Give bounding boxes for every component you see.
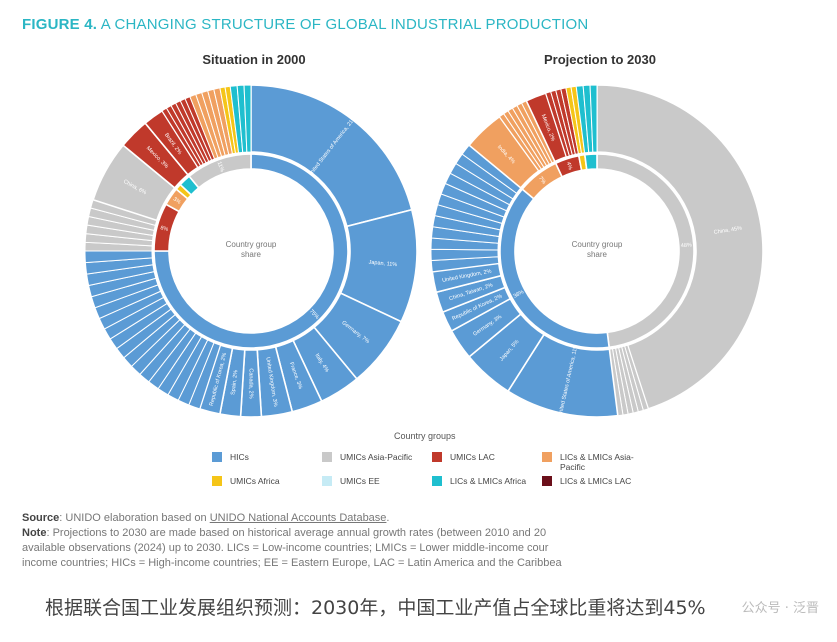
watermark: 公众号 · 泛晋: [741, 601, 819, 616]
chart-title-2000: Situation in 2000: [202, 52, 306, 67]
source-line: Source: UNIDO elaboration based on UNIDO…: [22, 511, 782, 526]
note-label: Note: [22, 527, 47, 539]
legend-label-umics_ap: UMICs Asia-Pacific: [340, 452, 413, 462]
note-text: : Projections to 2030 are made based on …: [46, 527, 547, 539]
source-link[interactable]: UNIDO National Accounts Database: [209, 512, 387, 524]
chart1-outer-slice-umics-asia-pacific-0: [596, 84, 764, 410]
chart0-center-label-1: share: [241, 250, 262, 259]
legend-swatch-lics_ap: [542, 452, 552, 462]
notes: Source: UNIDO elaboration based on UNIDO…: [22, 511, 782, 571]
chart1-inner-slice-lics-lmics-africa-5: [583, 153, 598, 171]
source-end: .: [386, 512, 390, 524]
note-line-3: income countries; HICs = High-income cou…: [22, 557, 562, 569]
legend-swatch-umics_lac: [432, 452, 442, 462]
chart1-center-label-1: share: [587, 250, 608, 259]
source-label: Source: [22, 512, 60, 524]
chart0-inner-label-5: 11%: [216, 161, 225, 173]
chart1-outer-label-0: China, 45%: [713, 226, 742, 236]
caption: 根据联合国工业发展组织预测：2030年，中国工业产值占全球比重将达到45%: [45, 597, 706, 619]
chart1-inner-label-1: 38%: [513, 289, 526, 300]
legend-item-lics_ap: LICs & LMICs Asia-Pacific: [542, 452, 652, 472]
legend-swatch-hics: [212, 452, 222, 462]
source-text: : UNIDO elaboration based on: [59, 512, 210, 524]
legend-item-umics_ee: UMICs EE: [322, 476, 432, 486]
legend-label-lics_africa: LICs & LMICs Africa: [450, 476, 527, 486]
chart0-inner-label-1: 8%: [160, 225, 169, 233]
legend-item-lics_lac: LICs & LMICs LAC: [542, 476, 652, 486]
chart0-outer-label-1: Japan, 11%: [368, 260, 397, 269]
chart0-outer-label-6: Canada, 2%: [248, 368, 254, 398]
legend-label-lics_ap: LICs & LMICs Asia-Pacific: [560, 452, 634, 472]
chart0-outer-slice-lics-lmics-africa-17-2: [243, 84, 252, 153]
figure-title: FIGURE 4. A CHANGING STRUCTURE OF GLOBAL…: [22, 16, 588, 33]
chart1-outer-slice-lics-lmics-africa-14-2: [589, 84, 598, 153]
legend-label-umics_africa: UMICs Africa: [230, 476, 280, 486]
note-line-2: available observations (2024) up to 2030…: [22, 542, 549, 554]
note-line: Note: Projections to 2030 are made based…: [22, 526, 782, 541]
legend-item-hics: HICs: [212, 452, 322, 462]
legend-item-lics_africa: LICs & LMICs Africa: [432, 476, 542, 486]
chart0-outer-label-7: Spain, 2%: [230, 370, 239, 396]
legend-swatch-umics_africa: [212, 476, 222, 486]
figure-title-text: A CHANGING STRUCTURE OF GLOBAL INDUSTRIA…: [100, 16, 589, 33]
legend-swatch-lics_africa: [432, 476, 442, 486]
chart1-inner-label-2: 7%: [537, 176, 547, 186]
chart0-outer-slice-hics-0: [250, 84, 413, 228]
legend-swatch-lics_lac: [542, 476, 552, 486]
chart0-inner-slice-umics-asia-pacific-5: [188, 153, 252, 189]
legend-item-umics_lac: UMICs LAC: [432, 452, 542, 462]
chart0-center-label-0: Country group: [226, 240, 277, 249]
figure-number: FIGURE 4.: [22, 16, 98, 33]
legend-label-umics_ee: UMICs EE: [340, 476, 380, 486]
legend-item-umics_ap: UMICs Asia-Pacific: [322, 452, 432, 462]
legend-swatch-umics_ap: [322, 452, 332, 462]
donut-charts: United States of America, 21%Japan, 11%G…: [84, 84, 764, 418]
legend-label-lics_lac: LICs & LMICs LAC: [560, 476, 632, 486]
chart1-inner-label-3: 4%: [565, 161, 573, 171]
legend-item-umics_africa: UMICs Africa: [212, 476, 322, 486]
chart1-inner-label-0: 48%: [681, 242, 692, 249]
legend-label-hics: HICs: [230, 452, 249, 462]
legend-label-umics_lac: UMICs LAC: [450, 452, 495, 462]
chart-title-2030: Projection to 2030: [544, 52, 656, 67]
chart0-inner-label-2: 3%: [172, 196, 182, 205]
legend-title: Country groups: [394, 431, 456, 441]
chart1-center-label-0: Country group: [572, 240, 623, 249]
legend-swatch-umics_ee: [322, 476, 332, 486]
